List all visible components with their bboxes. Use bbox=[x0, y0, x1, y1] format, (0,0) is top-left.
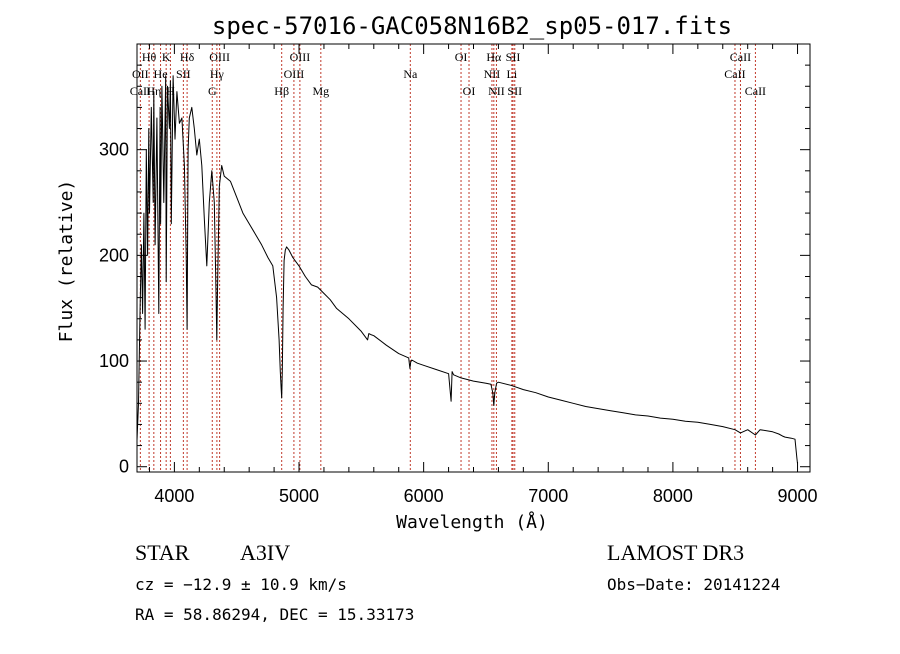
x-axis: 4000 5000 6000 7000 8000 9000 bbox=[148, 44, 818, 506]
line-label-26: CaII bbox=[724, 67, 745, 81]
y-axis-label: Flux (relative) bbox=[56, 180, 77, 343]
y-tick-label: 0 bbox=[119, 457, 129, 477]
line-label-16: Na bbox=[403, 67, 418, 81]
survey-name: LAMOST DR3 bbox=[607, 540, 744, 565]
y-tick-label: 100 bbox=[99, 351, 129, 371]
line-label-18: OI bbox=[463, 84, 476, 98]
line-label-24: SII bbox=[507, 84, 522, 98]
line-label-2: Hθ bbox=[142, 50, 157, 64]
line-label-14: OIII bbox=[284, 67, 305, 81]
line-label-10: Hγ bbox=[210, 67, 225, 81]
line-label-27: CaII bbox=[745, 84, 766, 98]
x-tick-label: 4000 bbox=[154, 486, 194, 506]
x-tick-label: 5000 bbox=[279, 486, 319, 506]
chart-title: spec-57016-GAC058N16B2_sp05-017.fits bbox=[212, 12, 732, 40]
line-label-25: CaII bbox=[730, 50, 751, 64]
object-type: STAR bbox=[135, 540, 190, 565]
line-label-13: OIII bbox=[290, 50, 311, 64]
line-label-3: Hη bbox=[146, 84, 161, 98]
coordinates: RA = 58.86294, DEC = 15.33173 bbox=[135, 605, 414, 624]
line-label-9: OIII bbox=[209, 50, 230, 64]
line-label-23: Li bbox=[507, 67, 518, 81]
line-label-12: Hβ bbox=[274, 84, 289, 98]
spectrum-line bbox=[136, 75, 798, 464]
spectral-class: A3IV bbox=[240, 540, 290, 565]
line-label-19: Hα bbox=[486, 50, 502, 64]
line-label-1: OII bbox=[132, 67, 149, 81]
obs-date: Obs−Date: 20141224 bbox=[607, 575, 780, 594]
line-label-5: K bbox=[162, 50, 171, 64]
spectral-line-markers bbox=[139, 44, 756, 472]
x-tick-label: 7000 bbox=[528, 486, 568, 506]
velocity-readout: cz = −12.9 ± 10.9 km/s bbox=[135, 575, 347, 594]
x-tick-label: 9000 bbox=[778, 486, 818, 506]
line-label-11: G bbox=[208, 84, 217, 98]
line-label-21: NII bbox=[488, 84, 505, 98]
line-label-22: SII bbox=[506, 50, 521, 64]
plot-frame bbox=[136, 43, 811, 473]
x-axis-label: Wavelength (Å) bbox=[396, 511, 548, 533]
line-label-8: Hδ bbox=[180, 50, 195, 64]
x-tick-label: 8000 bbox=[653, 486, 693, 506]
x-tick-label: 6000 bbox=[404, 486, 444, 506]
line-label-7: SII bbox=[176, 67, 191, 81]
y-tick-label: 300 bbox=[99, 140, 129, 160]
line-label-17: OI bbox=[455, 50, 468, 64]
line-label-0: CaII bbox=[130, 84, 151, 98]
line-label-20: NII bbox=[484, 67, 501, 81]
y-axis: 0 100 200 300 bbox=[99, 64, 810, 477]
line-label-4: He bbox=[154, 67, 168, 81]
y-tick-label: 200 bbox=[99, 245, 129, 265]
line-label-15: Mg bbox=[312, 84, 329, 98]
